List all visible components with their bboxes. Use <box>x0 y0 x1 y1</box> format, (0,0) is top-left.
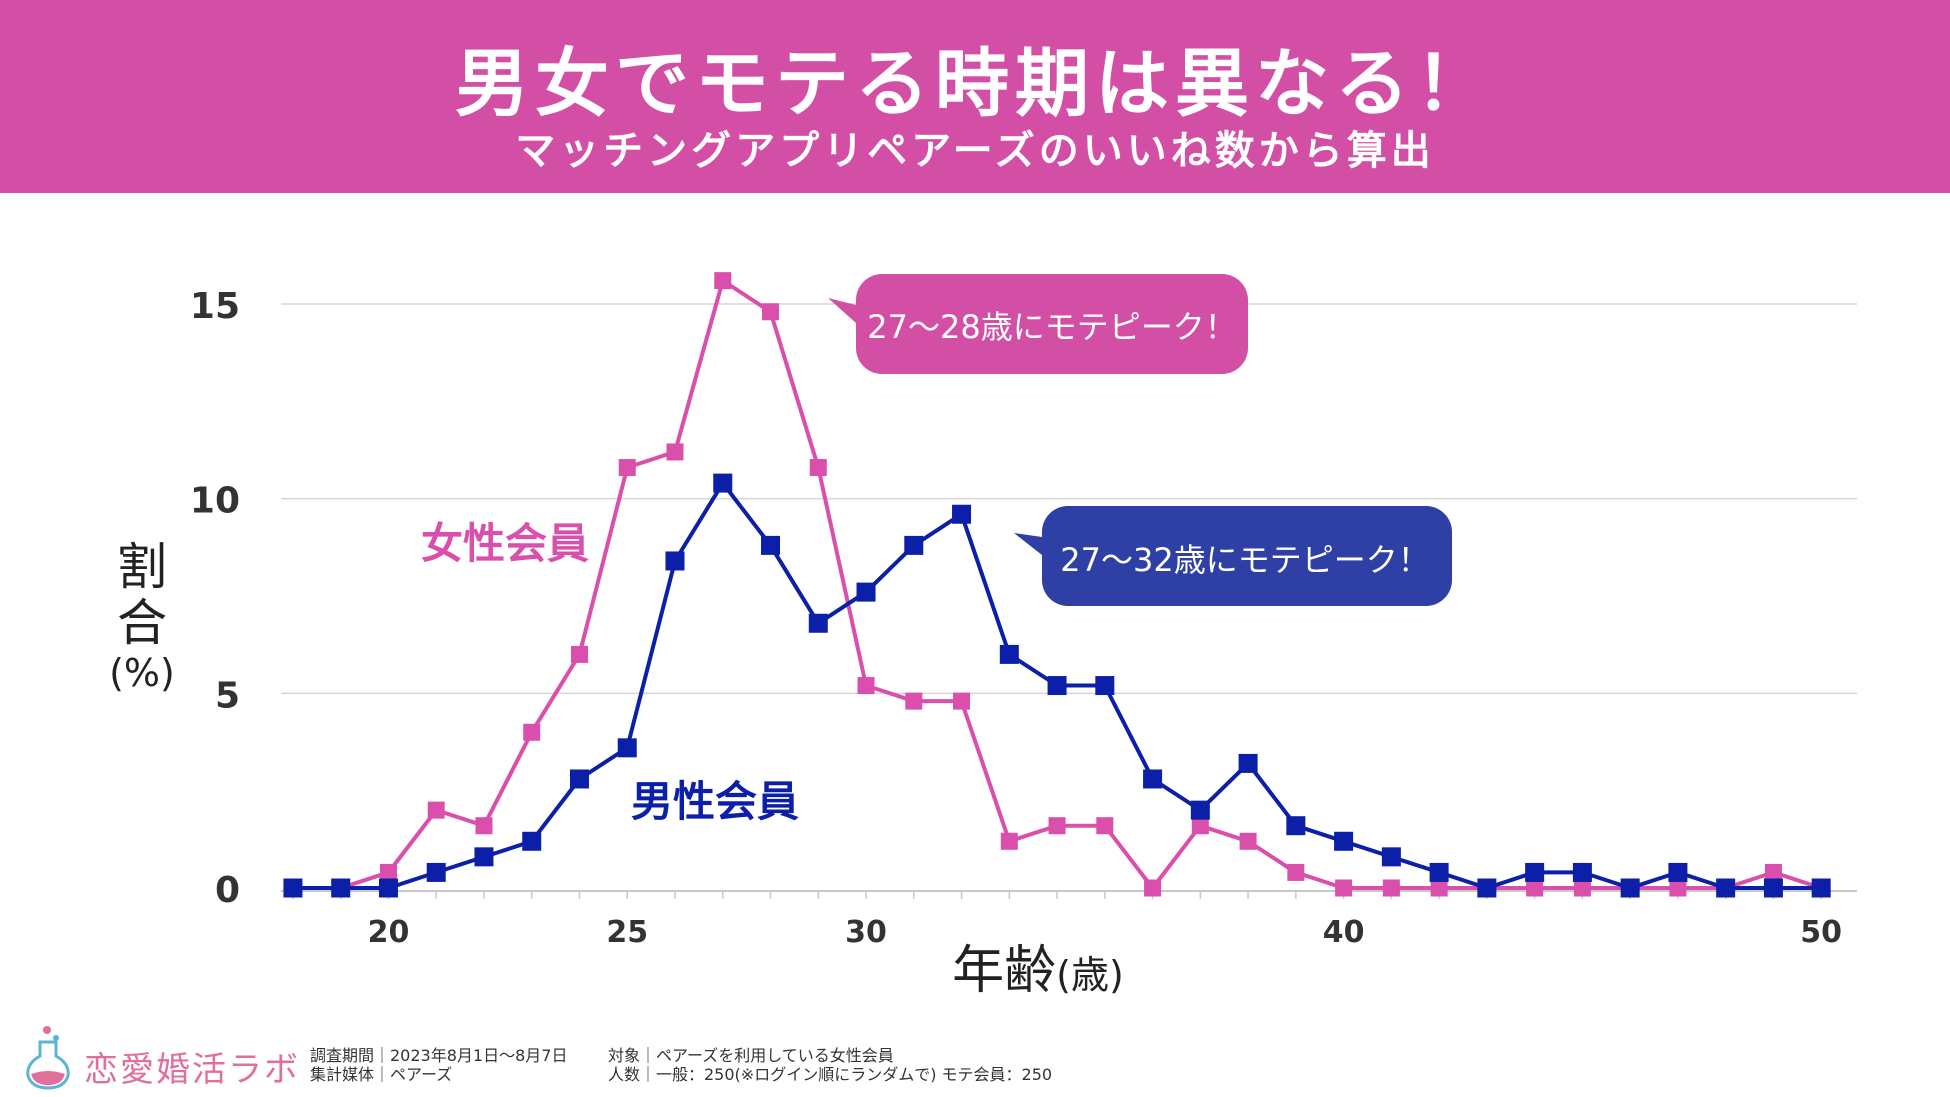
data-point <box>904 535 924 555</box>
data-point <box>1430 879 1448 897</box>
data-point <box>570 645 588 663</box>
page-subtitle: マッチングアプリペアーズのいいね数から算出 <box>515 128 1435 174</box>
data-point <box>1716 878 1736 898</box>
callout-tail <box>828 298 856 323</box>
data-point <box>427 801 445 819</box>
x-tick-label: 25 <box>606 915 648 950</box>
data-point <box>762 303 780 321</box>
survey-info-right: 対象｜ペアーズを利用している女性会員 人数｜一般：250(※ログイン順にランダム… <box>608 1046 1052 1084</box>
y-axis-label-char: 合 <box>117 594 167 652</box>
data-point <box>1287 863 1305 881</box>
x-axis-label: 年齢(歳) <box>952 941 1124 1001</box>
data-point <box>1335 879 1353 897</box>
callout-bubble: 27〜32歳にモテピーク！ <box>1014 506 1452 606</box>
data-point <box>809 459 827 477</box>
data-point <box>1811 878 1831 898</box>
data-point <box>379 863 397 881</box>
series-label: 男性会員 <box>631 777 799 826</box>
data-point <box>714 272 732 290</box>
brand-logo: 恋愛婚活ラボ <box>22 1020 302 1090</box>
data-point <box>1048 817 1066 835</box>
data-point <box>1095 676 1115 696</box>
x-axis-unit: (歳) <box>1056 953 1124 997</box>
data-point <box>1334 831 1354 851</box>
data-point <box>1572 862 1592 882</box>
data-point <box>475 817 493 835</box>
data-point <box>1763 878 1783 898</box>
data-point <box>283 878 303 898</box>
data-point <box>522 831 542 851</box>
data-point <box>1477 878 1497 898</box>
survey-info-left: 調査期間｜2023年8月1日〜8月7日 集計媒体｜ペアーズ <box>310 1046 567 1084</box>
data-point <box>1047 676 1067 696</box>
data-point <box>331 878 351 898</box>
data-point <box>1144 879 1162 897</box>
data-point <box>1239 832 1257 850</box>
data-point <box>1286 816 1306 836</box>
data-point <box>1238 753 1258 773</box>
data-point <box>1000 832 1018 850</box>
data-point <box>1669 879 1687 897</box>
series-label: 女性会員 <box>421 519 589 568</box>
data-point <box>1096 817 1114 835</box>
callout-text: 27〜28歳にモテピーク！ <box>867 308 1236 346</box>
data-point <box>761 535 781 555</box>
page-title: 男女でモテる時期は異なる！ <box>455 41 1495 127</box>
callout-tail <box>1014 533 1042 555</box>
data-point <box>1143 769 1163 789</box>
data-point <box>952 504 972 524</box>
callout-box <box>856 274 1248 374</box>
data-point <box>523 723 541 741</box>
x-tick-label: 20 <box>368 915 410 950</box>
data-point <box>1764 863 1782 881</box>
data-point <box>378 878 398 898</box>
x-tick-label: 30 <box>845 915 887 950</box>
data-point <box>426 862 446 882</box>
data-point <box>1381 847 1401 867</box>
flask-icon <box>26 1026 70 1090</box>
y-tick-label: 5 <box>215 675 240 716</box>
callout-bubble: 27〜28歳にモテピーク！ <box>828 274 1248 374</box>
survey-count: 人数｜一般：250(※ログイン順にランダムで) モテ会員：250 <box>608 1065 1053 1084</box>
survey-target: 対象｜ペアーズを利用している女性会員 <box>608 1046 894 1065</box>
callout-box <box>1042 506 1452 606</box>
data-point <box>1525 862 1545 882</box>
header-banner: 男女でモテる時期は異なる！ マッチングアプリペアーズのいいね数から算出 <box>0 0 1950 193</box>
data-point <box>1191 817 1209 835</box>
data-point <box>857 677 875 695</box>
data-point <box>1573 879 1591 897</box>
data-point <box>1429 862 1449 882</box>
footer: 恋愛婚活ラボ 調査期間｜2023年8月1日〜8月7日 集計媒体｜ペアーズ 対象｜… <box>0 1020 1950 1097</box>
data-point <box>665 551 685 571</box>
data-point <box>1526 879 1544 897</box>
data-point <box>856 582 876 602</box>
data-point <box>1382 879 1400 897</box>
callout-text: 27〜32歳にモテピーク！ <box>1060 541 1429 579</box>
data-point <box>1620 878 1640 898</box>
data-point <box>999 644 1019 664</box>
x-tick-label: 40 <box>1323 915 1365 950</box>
data-point <box>1668 862 1688 882</box>
survey-period: 調査期間｜2023年8月1日〜8月7日 <box>310 1046 568 1065</box>
x-axis-title: 年齢 <box>952 941 1056 1001</box>
survey-media: 集計媒体｜ペアーズ <box>310 1065 453 1084</box>
y-tick-label: 10 <box>190 481 240 522</box>
data-point <box>474 847 494 867</box>
data-point <box>569 769 589 789</box>
y-axis-label-char: 割 <box>117 538 167 596</box>
data-point <box>808 613 828 633</box>
data-point <box>617 738 637 758</box>
data-point <box>1190 800 1210 820</box>
x-tick-label: 50 <box>1800 915 1842 950</box>
data-point <box>953 692 971 710</box>
data-point <box>905 692 923 710</box>
y-tick-label: 0 <box>215 870 240 911</box>
y-tick-label: 15 <box>190 286 240 327</box>
data-point <box>666 443 684 461</box>
data-point <box>713 473 733 493</box>
brand-name: 恋愛婚活ラボ <box>84 1050 300 1090</box>
y-axis-unit: (%) <box>109 651 175 695</box>
data-point <box>618 459 636 477</box>
